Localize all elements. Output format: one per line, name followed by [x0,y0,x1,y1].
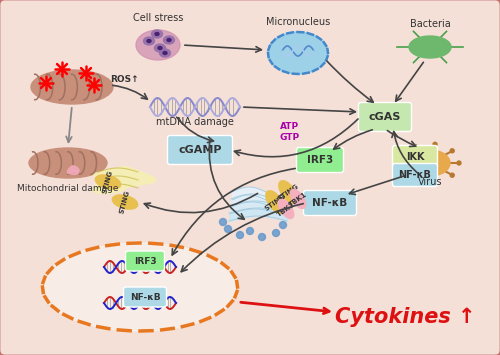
Ellipse shape [272,229,280,236]
Ellipse shape [450,173,454,177]
Ellipse shape [163,51,167,55]
Text: Cytokines ↑: Cytokines ↑ [335,307,475,327]
Ellipse shape [414,178,418,181]
Ellipse shape [167,38,171,42]
Ellipse shape [29,148,107,178]
Ellipse shape [220,218,226,225]
Ellipse shape [96,175,120,189]
Ellipse shape [409,36,451,58]
Text: IRF3: IRF3 [134,257,156,266]
FancyBboxPatch shape [168,136,232,164]
Text: Bacteria: Bacteria [410,19,451,29]
Ellipse shape [236,231,244,239]
FancyBboxPatch shape [126,251,164,271]
Ellipse shape [42,243,237,331]
Ellipse shape [44,81,48,85]
Ellipse shape [433,142,437,146]
Text: STING: STING [276,182,299,201]
Text: TBK1: TBK1 [276,201,296,217]
Ellipse shape [155,33,159,36]
Text: NF-κB: NF-κB [398,170,432,180]
Ellipse shape [246,228,254,235]
Ellipse shape [414,144,418,148]
Text: STING: STING [264,193,286,211]
Text: ATP
GTP: ATP GTP [280,122,300,142]
Text: Virus: Virus [418,177,442,187]
Text: cGAS: cGAS [369,112,401,122]
Text: TBK1: TBK1 [288,191,308,207]
Ellipse shape [266,191,284,213]
Text: NF-κB: NF-κB [312,198,348,208]
Ellipse shape [144,37,154,45]
Ellipse shape [278,200,294,219]
Text: IKK: IKK [406,152,424,162]
Polygon shape [92,166,156,193]
Ellipse shape [410,150,450,176]
Ellipse shape [433,180,437,184]
FancyBboxPatch shape [124,287,166,307]
Ellipse shape [71,166,79,172]
Text: NF-κB: NF-κB [130,293,160,301]
Ellipse shape [92,83,96,87]
Ellipse shape [268,32,328,74]
Text: STING: STING [102,170,114,195]
Ellipse shape [457,161,461,165]
Ellipse shape [258,234,266,240]
Ellipse shape [31,70,113,104]
Ellipse shape [68,166,74,174]
Ellipse shape [136,30,180,60]
Ellipse shape [224,225,232,233]
Text: Micronucleus: Micronucleus [266,17,330,27]
FancyBboxPatch shape [296,147,344,173]
Ellipse shape [290,190,306,208]
Ellipse shape [400,168,404,171]
Ellipse shape [60,67,64,71]
Ellipse shape [147,39,151,43]
Text: mtDNA damage: mtDNA damage [156,117,234,127]
Text: ROS↑: ROS↑ [110,75,138,83]
Text: Mitochondrial damage: Mitochondrial damage [17,184,119,193]
Text: Cell stress: Cell stress [133,13,183,23]
Ellipse shape [279,181,297,203]
Ellipse shape [164,36,174,44]
Text: cGAMP: cGAMP [178,145,222,155]
Ellipse shape [450,149,454,153]
Ellipse shape [280,222,286,229]
FancyBboxPatch shape [392,164,438,186]
Ellipse shape [160,49,170,57]
FancyBboxPatch shape [392,146,438,169]
Ellipse shape [84,71,88,75]
FancyBboxPatch shape [358,103,412,131]
Ellipse shape [154,44,166,52]
Ellipse shape [400,154,404,158]
Ellipse shape [70,169,78,175]
Ellipse shape [152,30,162,38]
FancyBboxPatch shape [304,191,356,215]
Text: IRF3: IRF3 [307,155,333,165]
Ellipse shape [158,47,162,49]
Ellipse shape [112,195,138,209]
Text: STING: STING [119,190,131,214]
